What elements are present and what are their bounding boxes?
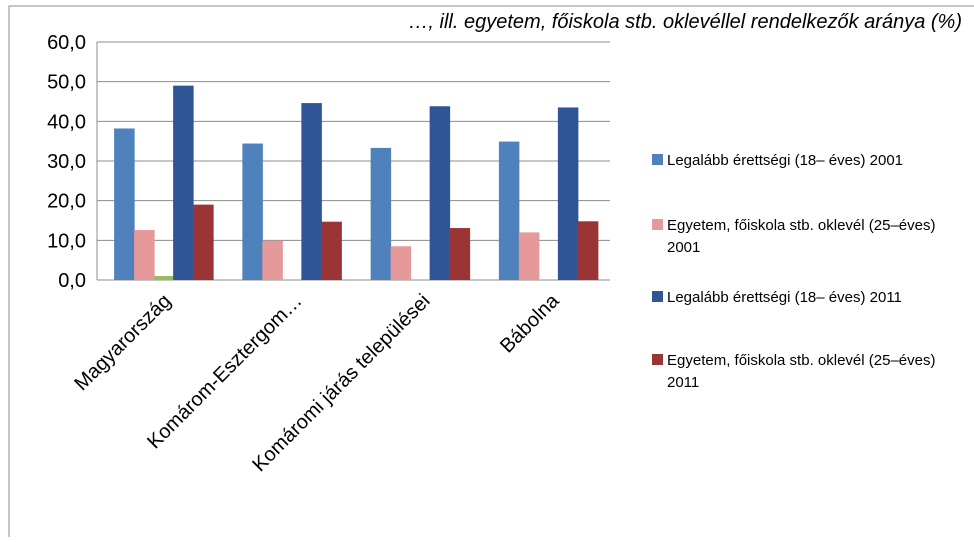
bar: [134, 230, 155, 280]
bar: [301, 103, 322, 280]
legend-item: Egyetem, főiskola stb. oklevél (25–éves)…: [652, 215, 967, 259]
legend-label: Egyetem, főiskola stb. oklevél (25–éves)…: [667, 217, 936, 256]
y-tick-label: 60,0: [47, 32, 86, 54]
y-tick-label: 30,0: [47, 151, 86, 173]
legend-swatch: [652, 354, 663, 365]
x-tick-label: Magyarország: [70, 290, 175, 395]
bar: [518, 232, 540, 280]
bar: [262, 240, 283, 280]
chart-title: …, ill. egyetem, főiskola stb. oklevélle…: [408, 11, 962, 33]
legend-item: Legalább érettségi (18– éves) 2011: [652, 287, 967, 309]
bar: [557, 107, 579, 280]
x-tick-label: Bábolna: [496, 289, 564, 357]
chart-frame: [8, 5, 974, 542]
bar: [114, 128, 135, 280]
y-tick-label: 50,0: [47, 72, 86, 94]
legend-swatch: [652, 154, 663, 165]
legend-swatch: [652, 291, 663, 302]
y-tick-label: 40,0: [47, 111, 86, 133]
bars: [114, 85, 599, 280]
bar: [242, 143, 263, 280]
y-tick-labels: 0,0 10,0 20,0 30,0 40,0 50,0 60,0: [47, 32, 86, 292]
bar: [321, 221, 342, 280]
bar: [370, 147, 392, 280]
bar: [449, 228, 471, 280]
legend-label: Legalább érettségi (18– éves) 2001: [667, 152, 904, 169]
legend-swatch: [652, 219, 663, 230]
legend-label: Legalább érettségi (18– éves) 2011: [667, 289, 902, 306]
bar: [173, 85, 194, 280]
y-tick-label: 0,0: [58, 270, 86, 292]
legend-label: Egyetem, főiskola stb. oklevél (25–éves)…: [667, 352, 936, 391]
bar: [390, 246, 412, 280]
y-tick-label: 20,0: [47, 191, 86, 213]
legend-item: Legalább érettségi (18– éves) 2001: [652, 150, 967, 172]
bar: [498, 141, 520, 280]
bar: [193, 204, 214, 280]
legend-item: Egyetem, főiskola stb. oklevél (25–éves)…: [652, 350, 967, 394]
y-tick-label: 10,0: [47, 230, 86, 252]
bar: [577, 221, 599, 280]
bar: [429, 106, 451, 280]
bar: [154, 276, 175, 280]
